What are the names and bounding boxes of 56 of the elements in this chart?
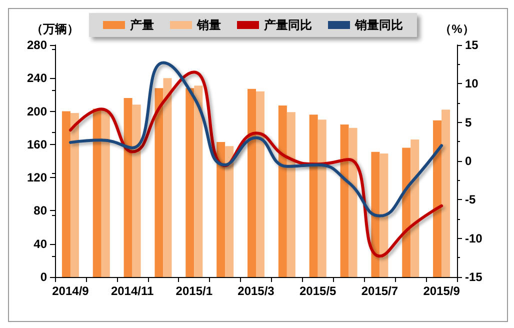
y2-tick-label: 0	[465, 154, 472, 168]
x-tick-label: 2015/9	[423, 284, 460, 298]
x-tick-label: 2014/11	[110, 284, 154, 298]
bar	[371, 152, 380, 277]
bar	[154, 88, 164, 277]
bar	[70, 112, 79, 277]
x-tick-label: 2015/5	[299, 284, 337, 298]
y2-tick-label: 5	[465, 115, 472, 130]
bar	[442, 110, 450, 277]
y2-axis-title: （%）	[440, 22, 474, 36]
bar	[348, 128, 358, 277]
bar	[101, 110, 110, 277]
bar	[124, 98, 132, 277]
legend-label: 销量同比	[354, 18, 403, 32]
bar	[433, 120, 442, 277]
bar	[286, 112, 296, 277]
legend-label: 产量	[129, 18, 154, 32]
x-tick-label: 2015/1	[176, 284, 213, 298]
y2-tick-label: -15	[465, 270, 483, 284]
bar	[216, 142, 226, 277]
y-tick-label: 240	[26, 71, 48, 86]
line-series	[68, 61, 444, 218]
y-tick-label: 120	[26, 170, 48, 185]
bar	[247, 88, 256, 277]
bar	[340, 124, 349, 277]
bar	[225, 146, 234, 277]
x-tick-label: 2014/9	[52, 284, 90, 298]
y-axis-title: （万辆）	[31, 22, 79, 36]
bar	[309, 114, 318, 277]
bar	[318, 120, 326, 277]
y-tick-label: 160	[26, 137, 48, 152]
y2-tick-label: 10	[465, 76, 479, 91]
bar	[410, 139, 420, 277]
y-tick-label: 40	[34, 236, 48, 251]
bar	[194, 86, 203, 277]
bar	[163, 78, 172, 277]
y-tick-label: 80	[34, 204, 48, 218]
y-tick-label: 280	[26, 38, 48, 52]
bar	[256, 91, 265, 277]
line-series	[68, 70, 444, 258]
y2-tick-label: -10	[465, 231, 483, 246]
y2-tick-label: -5	[465, 192, 476, 207]
bar	[402, 148, 411, 277]
x-tick-label: 2015/3	[238, 284, 275, 298]
bar	[278, 105, 287, 277]
bar	[92, 108, 102, 277]
y-tick-label: 200	[26, 104, 48, 118]
legend-label: 产量同比	[263, 18, 312, 32]
legend-label: 销量	[196, 18, 221, 32]
bar	[186, 88, 194, 277]
y-tick-label: 0	[40, 270, 48, 284]
bar	[132, 104, 141, 277]
x-tick-label: 2015/7	[361, 284, 398, 298]
bar	[380, 154, 388, 277]
bar	[62, 111, 70, 277]
y2-tick-label: 15	[465, 38, 479, 52]
